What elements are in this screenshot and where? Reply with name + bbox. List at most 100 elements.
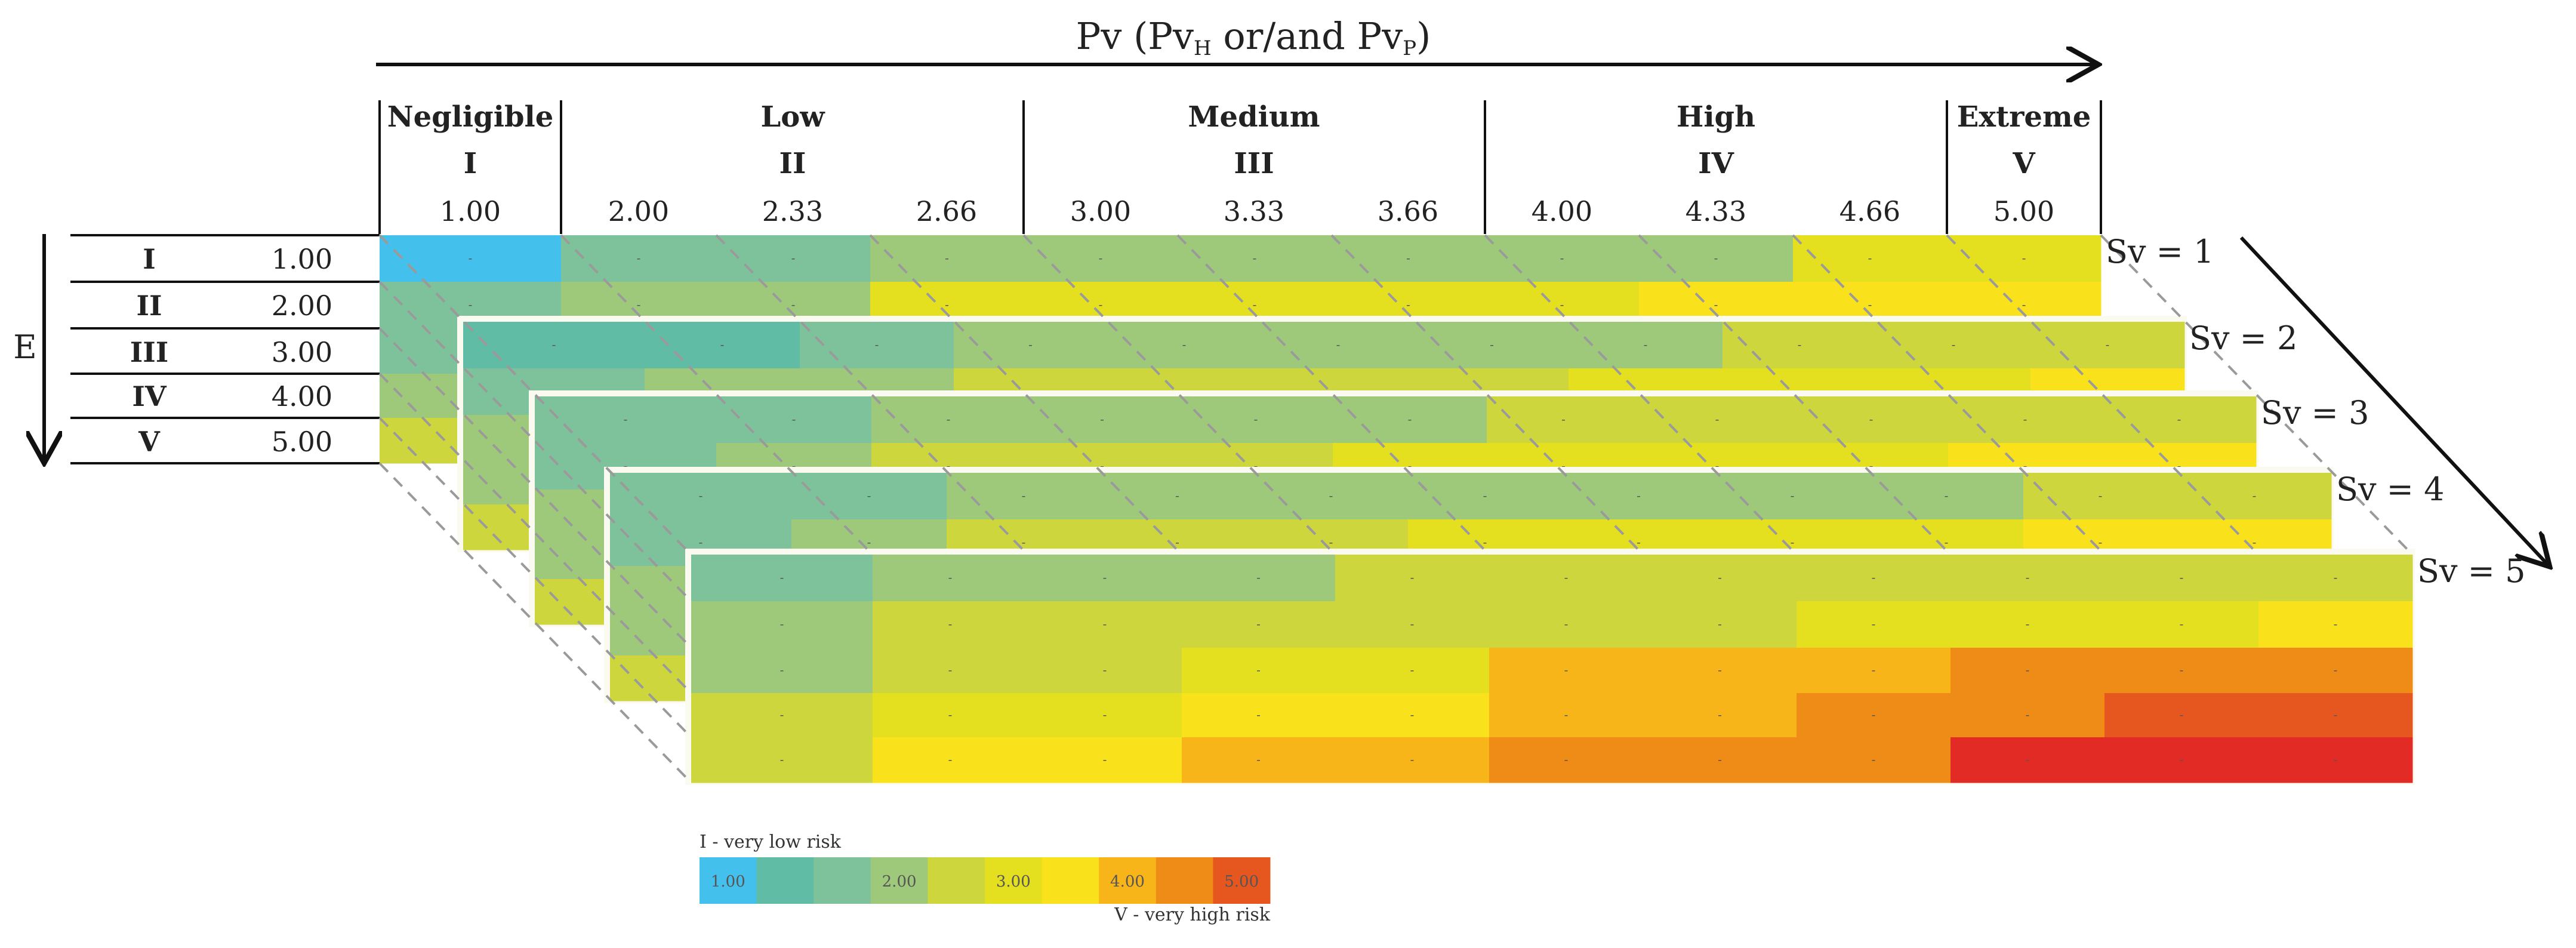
cell-mark: - [1564,752,1569,767]
e-row-numeral: IV [132,380,167,413]
risk-cell [1182,648,1336,694]
risk-cell [691,648,873,694]
risk-cell [1643,648,1797,694]
risk-cell [873,737,1028,783]
risk-cell [1182,601,1336,648]
cell-mark: - [1099,251,1103,265]
cell-mark: - [1564,570,1569,584]
risk-cell [716,235,871,282]
cell-mark: - [948,752,953,767]
risk-cell [2258,693,2413,738]
depth-lines [378,234,2414,784]
cell-mark: - [1408,412,1412,426]
risk-cell [1947,235,2102,282]
risk-cell [380,235,562,282]
risk-cell [1489,601,1644,648]
risk-cell [610,473,792,520]
risk-cell [1951,601,2105,648]
cell-mark: - [2026,663,2030,677]
risk-cell [1793,235,1948,282]
cell-mark: - [1872,707,1876,722]
cell-mark: - [1410,707,1415,722]
cell-mark: - [1022,535,1026,549]
cell-mark: - [2106,337,2110,352]
risk-cell [1643,555,1797,602]
depth-line [715,234,1029,556]
risk-cell [2030,322,2185,369]
column-value: 5.00 [1993,195,2054,227]
cell-mark: - [1410,570,1415,584]
legend-swatch [928,857,985,904]
legend-swatch-label: 4.00 [1110,873,1145,891]
risk-cell [1335,693,1490,738]
cell-mark: - [1714,251,1718,265]
cell-mark: - [1869,412,1874,426]
legend-swatch [1042,857,1099,904]
sv-axis-arrow [2239,236,2547,564]
cell-mark: - [1715,458,1720,473]
risk-cell [2104,693,2259,738]
risk-cell [954,322,1108,369]
cell-mark: - [780,570,784,584]
risk-cell [873,693,1028,738]
category-numeral: V [2012,147,2035,180]
cell-mark: - [637,297,641,312]
risk-cell [691,693,873,738]
risk-cell [1107,322,1262,369]
risk-cell [1335,737,1490,783]
legend-swatch [1213,857,1271,904]
cell-mark: - [1714,297,1718,312]
cell-mark: - [1490,337,1494,352]
legend-swatch [700,857,757,904]
cell-mark: - [947,412,951,426]
e-axis: E I 1.00 II 2.00 III 3.00 IV 4.00 V 5.00 [13,234,380,463]
depth-line [1022,234,1336,556]
cell-mark: - [1483,488,1487,503]
cell-mark: - [624,458,628,473]
cell-mark: - [1560,297,1564,312]
risk-cell [691,601,873,648]
legend-swatch [1155,857,1213,904]
e-row-value: 3.00 [272,336,332,368]
column-value: 2.66 [916,195,977,227]
column-value: 2.00 [608,195,669,227]
risk-cell [1643,601,1797,648]
risk-cell [1415,322,1569,369]
risk-cell [535,396,717,444]
risk-cell [1948,396,2103,444]
cell-mark: - [792,458,796,473]
risk-cell [561,235,717,282]
cell-mark: - [1561,458,1566,473]
sv-layer-label: Sv = 4 [2336,470,2444,508]
risk-cell [1951,737,2105,783]
cell-mark: - [1798,337,1802,352]
risk-cell [463,322,645,369]
legend-swatch [756,857,814,904]
risk-cell [1335,555,1490,602]
sv-layer-label: Sv = 1 [2106,233,2214,270]
cell-mark: - [1103,663,1107,677]
cell-mark: - [1718,707,1722,722]
risk-cell [1569,322,1723,369]
column-value: 4.33 [1686,195,1746,227]
cell-mark: - [1022,488,1026,503]
cell-mark: - [2334,707,2338,722]
cell-mark: - [1564,707,1569,722]
depth-line [1946,234,2260,556]
cell-mark: - [780,707,784,722]
cell-mark: - [2022,251,2026,265]
cell-mark: - [1408,458,1412,473]
risk-cell [2258,737,2413,783]
cell-mark: - [1028,337,1033,352]
risk-cell [1951,555,2105,602]
depth-line [378,281,692,602]
risk-cell [1643,693,1797,738]
depth-line [560,234,874,556]
sv-layer-label: Sv = 3 [2261,394,2369,432]
cell-mark: - [1253,251,1257,265]
cell-mark: - [1100,458,1104,473]
depth-line [378,373,692,694]
sv-layer: - - - - - - - - - - - - - - - - - - - - - - - - - - - - - - - - - - - - - - - -… [685,549,2415,785]
cell-mark: - [1791,488,1795,503]
cell-mark: - [1256,707,1261,722]
